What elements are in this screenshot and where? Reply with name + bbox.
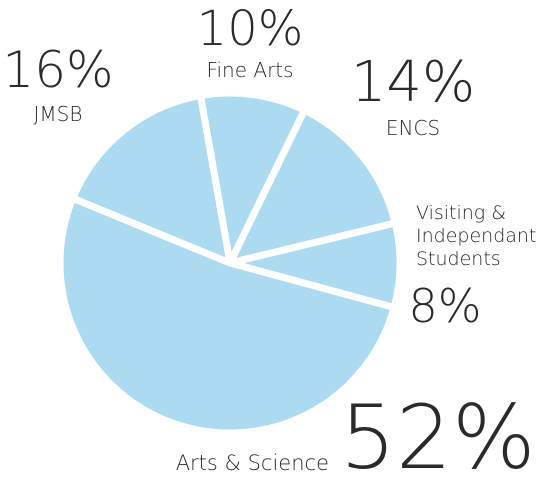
value-label: 16% [2,41,114,99]
value-label: 52% [340,386,536,482]
value-label: 8% [408,279,482,333]
category-label: JMSB [33,102,83,126]
pie-slice [196,89,309,267]
category-label: Fine Arts [206,58,294,82]
pie-slice [69,92,234,267]
category-label: Arts & Science [175,451,329,475]
value-label: 10% [196,1,304,57]
category-label: ENCS [385,116,441,140]
value-label: 14% [350,50,476,115]
pie-slice [56,194,398,437]
category-label: Visiting & Independant Students [416,202,537,270]
pie-slice [226,106,399,267]
